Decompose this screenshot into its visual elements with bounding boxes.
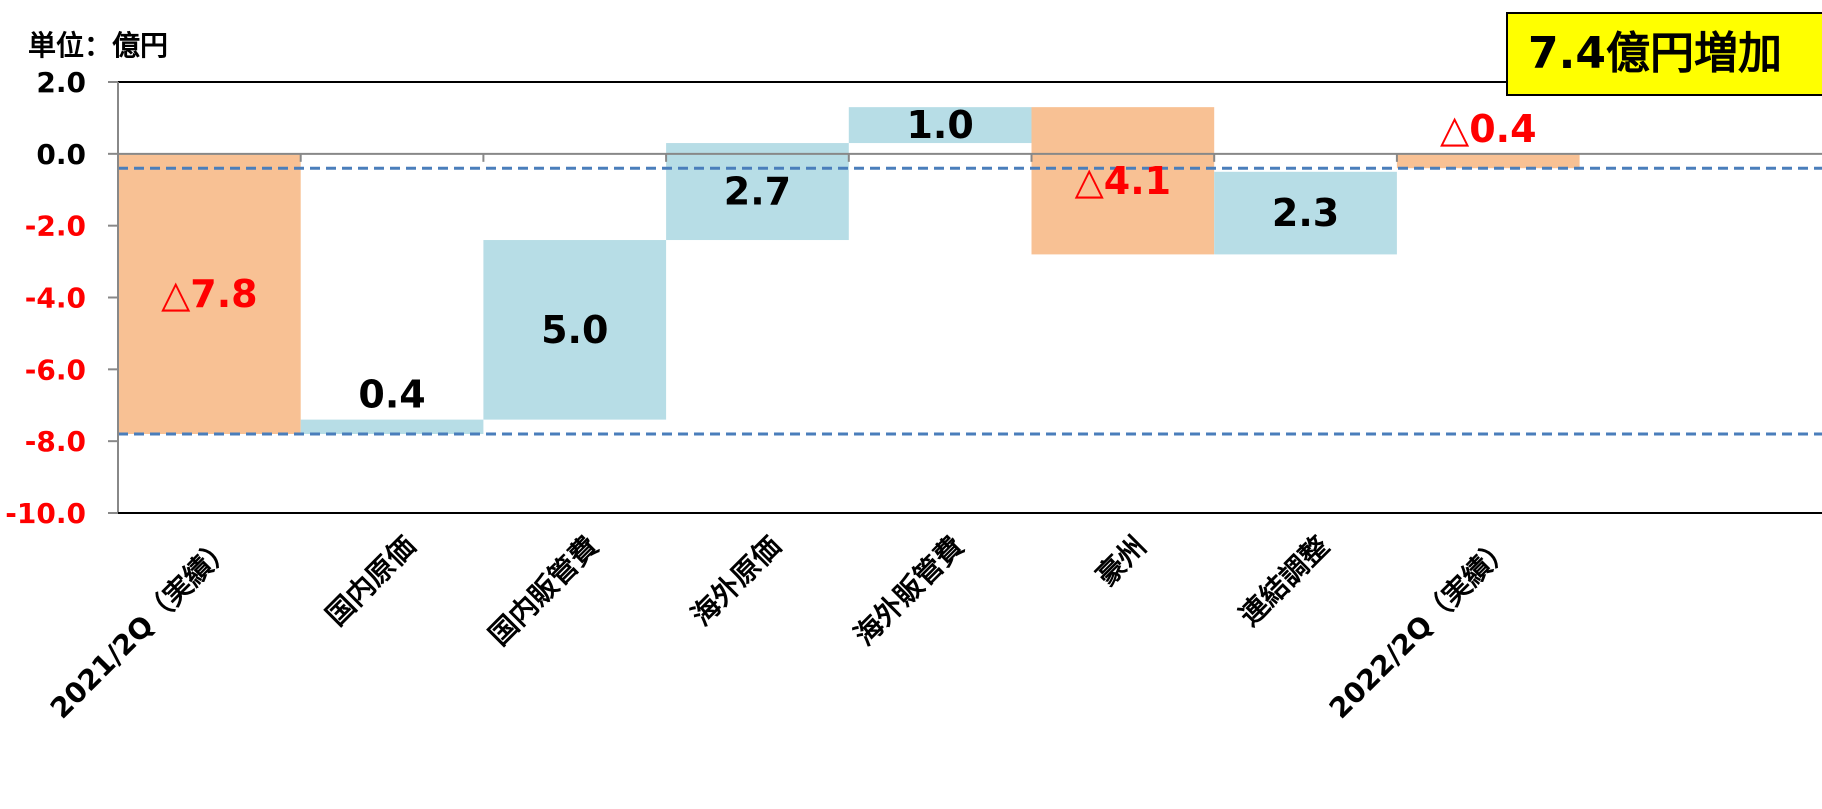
bar [666,143,849,241]
bar [1214,171,1397,255]
y-tick-label: -6.0 [25,353,86,386]
x-tick-labels: 2021/2Q（実績） 国内原価 国内販管費 海外原価 海外販管費 豪州 連結調整2022/… [44,530,1518,725]
reference-lines [118,166,1822,436]
x-category-label: 国内販管費 [482,530,604,652]
x-category-label: 豪州 [1090,530,1153,593]
y-tick-label: -4.0 [25,282,86,315]
data-label: 2.3 [1272,191,1339,235]
y-tick-label: -8.0 [25,425,86,458]
bar [118,153,301,434]
data-label: △7.8 [161,272,258,316]
summary-callout: 7.4億円増加 [1506,12,1822,96]
data-label: 2.7 [724,170,791,214]
data-label: △0.4 [1440,107,1537,151]
bar [1031,107,1215,255]
data-label: △4.1 [1075,159,1172,203]
unit-label: 単位：億円 [28,29,169,62]
y-tick-label: 2.0 [36,66,86,99]
bar [300,419,484,434]
bar [848,107,1032,144]
data-labels: △7.8 0.4 5.0 2.7 1.0 △4.1 2.3 △0.4 [161,103,1536,417]
x-category-label: 2021/2Q（実績） [44,530,239,725]
bars-group [118,107,1580,434]
x-category-label: 海外原価 [685,530,788,633]
bar [483,240,667,420]
data-label: 0.4 [358,373,425,417]
axes [108,81,1822,514]
x-category-label: 連結調整 [1233,530,1336,633]
x-category-label: 海外販管費 [848,530,970,652]
y-tick-label: -2.0 [25,210,86,243]
y-tick-label: 0.0 [36,138,86,171]
y-tick-labels: 2.0 0.0 -2.0 -4.0 -6.0 -8.0 -10.0 [5,66,86,530]
y-tick-label: -10.0 [5,497,86,530]
bar [1396,153,1580,169]
data-label: 1.0 [906,103,973,147]
data-label: 5.0 [541,308,608,352]
x-category-label: 国内原価 [319,530,422,633]
x-category-label: 2022/2Q（実績） [1323,530,1518,725]
